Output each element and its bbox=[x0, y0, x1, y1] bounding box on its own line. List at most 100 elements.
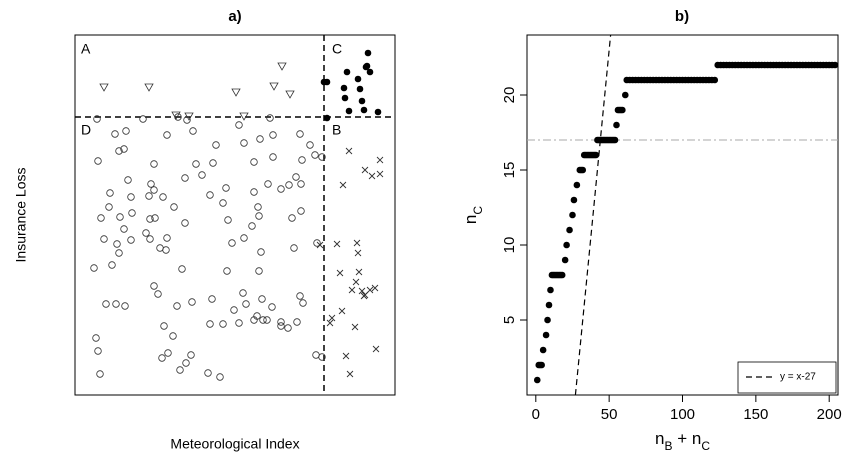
panel-title: b) bbox=[675, 8, 689, 25]
circle-point bbox=[160, 322, 168, 330]
cross-point bbox=[376, 170, 384, 178]
circle-point bbox=[297, 207, 305, 215]
circle-point bbox=[306, 141, 314, 149]
dot-point bbox=[619, 106, 626, 114]
circle-point bbox=[206, 320, 214, 328]
reference-line bbox=[574, 34, 612, 396]
circle-point bbox=[106, 189, 114, 197]
y-tick-label: 5 bbox=[501, 316, 518, 324]
cross-point bbox=[336, 269, 344, 277]
circle-point bbox=[296, 292, 304, 300]
circle-point bbox=[150, 282, 158, 290]
circle-point bbox=[93, 115, 101, 123]
circle-point bbox=[192, 160, 200, 168]
circle-point bbox=[212, 141, 220, 149]
dot-point bbox=[538, 361, 545, 369]
circle-point bbox=[120, 225, 128, 233]
circle-point bbox=[313, 239, 321, 247]
dot-point bbox=[323, 78, 331, 86]
dot-point bbox=[592, 151, 600, 159]
circle-point bbox=[147, 180, 155, 188]
dot-point bbox=[545, 301, 553, 309]
circle-point bbox=[223, 267, 231, 275]
region-label: B bbox=[332, 122, 341, 138]
circle-point bbox=[187, 351, 195, 359]
dot-point bbox=[356, 85, 364, 93]
circle-point bbox=[239, 289, 247, 297]
dot-point bbox=[563, 241, 570, 249]
dot-point bbox=[621, 91, 629, 99]
x-tick-label: 200 bbox=[817, 406, 842, 423]
circle-point bbox=[240, 234, 248, 242]
axis-label-part: C bbox=[471, 206, 485, 215]
cross-point bbox=[376, 156, 384, 164]
circle-point bbox=[277, 185, 285, 193]
dot-point bbox=[341, 94, 349, 102]
circle-point bbox=[228, 239, 236, 247]
circle-point bbox=[181, 219, 189, 227]
circle-point bbox=[164, 349, 172, 357]
circle-point bbox=[142, 229, 150, 237]
cross-point bbox=[326, 319, 334, 327]
circle-point bbox=[312, 351, 320, 359]
circle-point bbox=[255, 212, 263, 220]
y-tick-label: 10 bbox=[501, 237, 518, 254]
circle-point bbox=[120, 145, 128, 153]
circle-point bbox=[188, 298, 196, 306]
circle-point bbox=[176, 366, 184, 374]
circle-point bbox=[269, 153, 277, 161]
x-tick-label: 50 bbox=[601, 406, 618, 423]
circle-point bbox=[158, 354, 166, 362]
circle-point bbox=[230, 306, 238, 314]
circle-point bbox=[121, 302, 129, 310]
dot-point bbox=[343, 68, 351, 76]
dot-point bbox=[558, 271, 566, 279]
x-axis-label: Meteorological Index bbox=[170, 436, 299, 452]
dot-point bbox=[569, 211, 576, 219]
circle-point bbox=[96, 370, 104, 378]
dot-point bbox=[364, 49, 372, 57]
triangle-point bbox=[184, 112, 194, 121]
x-tick-label: 0 bbox=[532, 406, 540, 423]
region-label: D bbox=[81, 122, 91, 138]
legend-label: y = x-27 bbox=[780, 372, 816, 383]
circle-point bbox=[92, 334, 100, 342]
dot-point bbox=[360, 106, 368, 114]
circle-point bbox=[169, 332, 177, 340]
circle-point bbox=[219, 320, 227, 328]
dot-point bbox=[539, 346, 547, 354]
circle-point bbox=[292, 173, 300, 181]
circle-point bbox=[163, 131, 171, 139]
circle-point bbox=[97, 214, 105, 222]
cross-point bbox=[372, 345, 380, 353]
circle-point bbox=[311, 151, 319, 159]
panel-title: a) bbox=[228, 8, 241, 25]
circle-point bbox=[204, 369, 212, 377]
circle-point bbox=[253, 312, 261, 320]
circle-point bbox=[127, 193, 135, 201]
circle-point bbox=[127, 236, 135, 244]
axis-label-part: C bbox=[701, 439, 710, 453]
circle-point bbox=[256, 135, 264, 143]
circle-point bbox=[170, 203, 178, 211]
triangle-point bbox=[171, 111, 181, 120]
circle-point bbox=[277, 318, 285, 326]
dot-point bbox=[366, 68, 374, 76]
dot-point bbox=[831, 61, 839, 69]
cross-point bbox=[371, 284, 379, 292]
cross-point bbox=[338, 307, 346, 315]
circle-point bbox=[108, 261, 116, 269]
circle-point bbox=[178, 265, 186, 273]
circle-point bbox=[115, 249, 123, 257]
circle-point bbox=[150, 186, 158, 194]
y-tick-label: 15 bbox=[501, 162, 518, 179]
circle-point bbox=[318, 353, 326, 361]
circle-point bbox=[105, 203, 113, 211]
dot-point bbox=[340, 84, 348, 92]
circle-point bbox=[264, 180, 272, 188]
dot-point bbox=[542, 331, 550, 339]
cross-point bbox=[352, 278, 360, 286]
axis-label-part: n bbox=[655, 429, 664, 448]
circle-point bbox=[293, 318, 301, 326]
